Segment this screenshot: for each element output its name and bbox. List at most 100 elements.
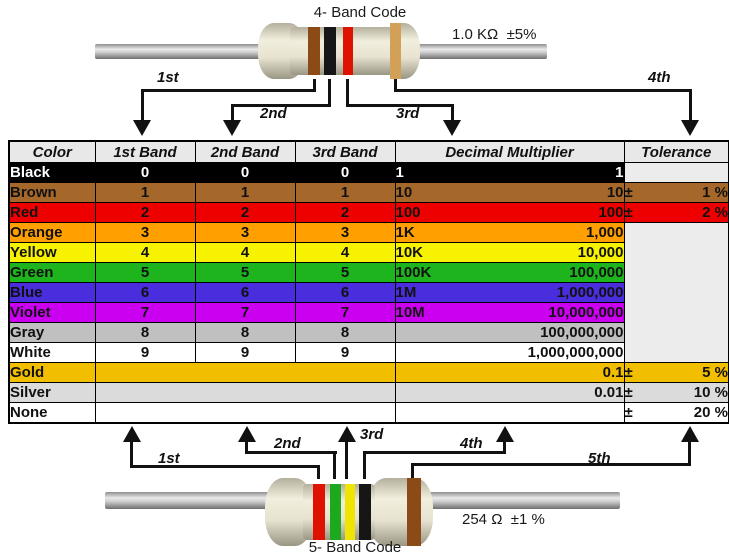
band-green [330, 484, 341, 540]
arrow-segment [363, 451, 366, 479]
merged-band-cell [94, 382, 396, 403]
col-header-color: Color [8, 140, 96, 163]
arrowhead-up-icon [238, 426, 256, 442]
arrow-segment [130, 441, 133, 468]
arrowhead-up-icon [681, 426, 699, 442]
arrowhead-up-icon [496, 426, 514, 442]
table-row-green: Green 5 5 5 100K 100,000 [8, 262, 729, 283]
merged-band-cell [94, 362, 396, 383]
arrow-segment [345, 441, 348, 479]
arrow-label-1st: 1st [158, 450, 180, 467]
arrow-segment [688, 441, 691, 466]
arrowhead-up-icon [338, 426, 356, 442]
band-brown [407, 478, 421, 546]
arrow-label-3rd: 3rd [360, 426, 384, 443]
band-gold [390, 23, 401, 79]
four-band-resistor [95, 23, 547, 79]
table-row-brown: Brown 1 1 1 10 10 ±1 % [8, 182, 729, 203]
table-header-row: Color 1st Band 2nd Band 3rd Band Decimal… [8, 140, 729, 163]
five-band-resistor [105, 478, 620, 546]
table-row-violet: Violet 7 7 7 10M 10,000,000 [8, 302, 729, 323]
table-row-red: Red 2 2 2 100 100 ±2 % [8, 202, 729, 223]
band-red [343, 27, 353, 75]
arrow-label-4th: 4th [648, 69, 671, 86]
arrow-segment [394, 89, 692, 92]
color-name: Blue [8, 282, 96, 303]
arrow-segment [245, 441, 248, 454]
color-name: Green [8, 262, 96, 283]
five-band-title: 5- Band Code [308, 539, 402, 556]
arrow-label-3rd: 3rd [396, 105, 420, 122]
arrow-label-2nd: 2nd [260, 105, 287, 122]
arrow-segment [130, 465, 320, 468]
color-name: Gold [8, 362, 96, 383]
resistor-body-cap [368, 478, 433, 546]
arrowhead-down-icon [133, 120, 151, 136]
color-name: Red [8, 202, 96, 223]
color-name: Orange [8, 222, 96, 243]
four-band-value-label: 1.0 KΩ ±5% [452, 26, 537, 43]
table-row-orange: Orange 3 3 3 1K 1,000 [8, 222, 729, 363]
arrow-segment [141, 89, 316, 92]
color-name: None [8, 402, 96, 424]
col-header-band1: 1st Band [94, 140, 196, 163]
color-name: White [8, 342, 96, 363]
arrow-segment [313, 79, 316, 92]
col-header-band3: 3rd Band [294, 140, 396, 163]
table-row-gray: Gray 8 8 8 100,000,000 [8, 322, 729, 343]
color-name: Black [8, 162, 96, 183]
arrow-segment [231, 104, 234, 122]
arrow-segment [245, 451, 337, 454]
table-row-silver: Silver 0.01 ±10 % [8, 382, 729, 403]
arrow-label-1st: 1st [157, 69, 179, 86]
color-name: Gray [8, 322, 96, 343]
arrow-segment [689, 89, 692, 122]
arrow-segment [317, 465, 320, 479]
arrow-segment [346, 79, 349, 107]
empty-tolerance-merged-cell [623, 222, 729, 363]
arrow-segment [411, 463, 691, 466]
color-code-table: Color 1st Band 2nd Band 3rd Band Decimal… [8, 140, 729, 424]
arrow-label-2nd: 2nd [274, 435, 301, 452]
band-brown [308, 27, 320, 75]
merged-band-cell [94, 402, 396, 424]
col-header-multiplier: Decimal Multiplier [394, 140, 625, 163]
arrow-label-4th: 4th [460, 435, 483, 452]
band-yellow [345, 484, 355, 540]
resistor-body [290, 27, 395, 75]
arrow-segment [141, 89, 144, 122]
color-name: Brown [8, 182, 96, 203]
color-name: Yellow [8, 242, 96, 263]
table-row-none: None ±20 % [8, 402, 729, 424]
arrow-segment [231, 104, 331, 107]
table-row-yellow: Yellow 4 4 4 10K 10,000 [8, 242, 729, 263]
arrow-segment [503, 441, 506, 454]
arrow-segment [346, 104, 454, 107]
arrowhead-up-icon [123, 426, 141, 442]
five-band-value-label: 254 Ω ±1 % [462, 511, 545, 528]
empty-tolerance-cell [623, 162, 729, 183]
arrow-segment [451, 104, 454, 122]
arrow-segment [394, 79, 397, 92]
band-black [359, 484, 371, 540]
arrow-segment [363, 451, 506, 454]
four-band-title: 4- Band Code [313, 4, 407, 21]
arrowhead-down-icon [443, 120, 461, 136]
arrowhead-down-icon [223, 120, 241, 136]
color-name: Silver [8, 382, 96, 403]
arrow-segment [333, 451, 336, 479]
arrow-segment [411, 463, 414, 479]
arrow-segment [328, 79, 331, 107]
arrow-label-5th: 5th [588, 450, 611, 467]
col-header-band2: 2nd Band [194, 140, 296, 163]
band-black [324, 27, 336, 75]
table-row-white: White 9 9 9 1,000,000,000 [8, 342, 729, 363]
col-header-tolerance: Tolerance [623, 140, 729, 163]
table-row-blue: Blue 6 6 6 1M 1,000,000 [8, 282, 729, 303]
arrowhead-down-icon [681, 120, 699, 136]
table-row-gold: Gold 0.1 ±5 % [8, 362, 729, 383]
color-name: Violet [8, 302, 96, 323]
band-red [313, 484, 325, 540]
